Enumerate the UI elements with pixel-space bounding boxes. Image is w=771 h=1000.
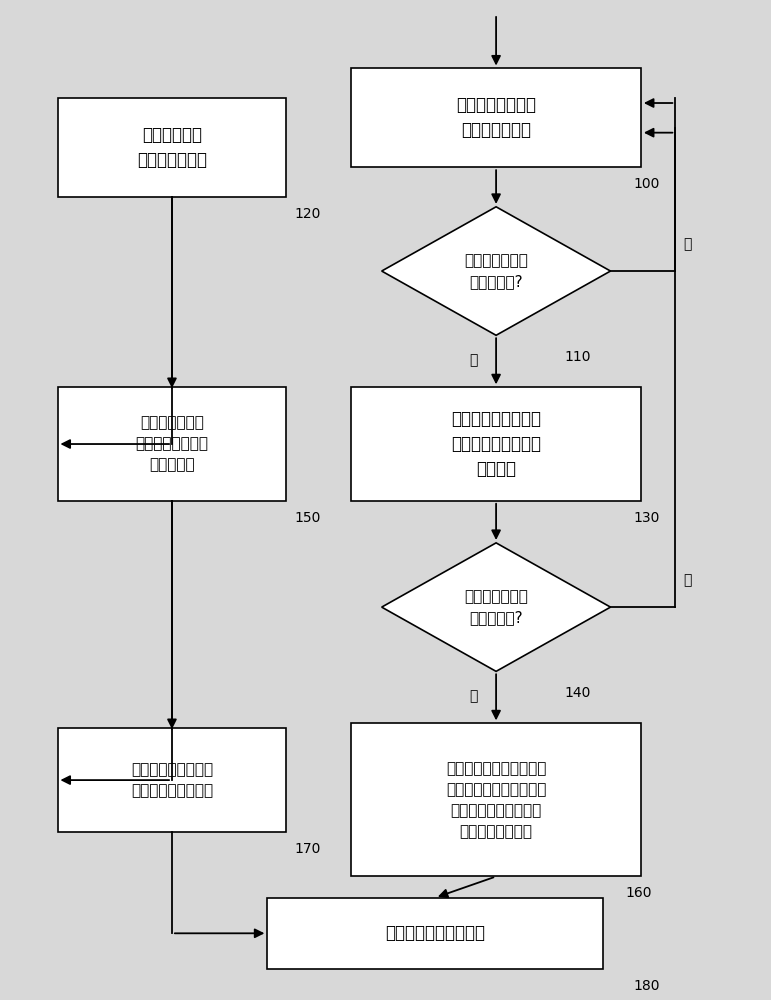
Text: 获取无人机的
测量的对地速度: 获取无人机的 测量的对地速度 [137,126,207,169]
Text: 控制无人机的海拔高度: 控制无人机的海拔高度 [385,924,485,942]
Text: 获取相对于地形测量
的无人机的海拔高度: 获取相对于地形测量 的无人机的海拔高度 [131,762,213,798]
Text: 相对于第一阈值
的测试为正?: 相对于第一阈值 的测试为正? [464,253,528,289]
Text: 160: 160 [626,886,652,900]
Polygon shape [382,207,611,335]
FancyBboxPatch shape [351,723,641,876]
Text: 相对于第二阈值
的测试为正?: 相对于第二阈值 的测试为正? [464,589,528,625]
FancyBboxPatch shape [58,98,286,197]
FancyBboxPatch shape [58,728,286,832]
Polygon shape [382,543,611,671]
Text: 获取相对于参考
水平测量的无人机
的海拔高度: 获取相对于参考 水平测量的无人机 的海拔高度 [136,416,208,473]
FancyBboxPatch shape [268,898,603,969]
Text: 120: 120 [294,207,321,221]
Text: 是: 是 [469,353,477,367]
Text: 否: 否 [683,573,692,587]
FancyBboxPatch shape [351,68,641,167]
Text: 130: 130 [633,511,660,525]
FancyBboxPatch shape [351,387,641,501]
Text: 180: 180 [633,979,660,993]
Text: 170: 170 [294,842,321,856]
Text: 140: 140 [564,686,591,700]
Text: 是: 是 [469,689,477,703]
Text: 否: 否 [683,237,692,251]
Text: 获取无人机飞越的
地形的连续图像: 获取无人机飞越的 地形的连续图像 [456,96,536,139]
FancyBboxPatch shape [58,387,286,501]
Text: 经由光流算法，计算
无人机相对于地形的
海拔高度: 经由光流算法，计算 无人机相对于地形的 海拔高度 [451,410,541,478]
Text: 150: 150 [294,511,321,525]
Text: 100: 100 [633,177,660,191]
Text: 用计算的相对于地形的海
拔高度与相对于参考水平
测量的海拔高度之间的
相关性进行再校准: 用计算的相对于地形的海 拔高度与相对于参考水平 测量的海拔高度之间的 相关性进行… [446,761,547,839]
Text: 110: 110 [564,350,591,364]
